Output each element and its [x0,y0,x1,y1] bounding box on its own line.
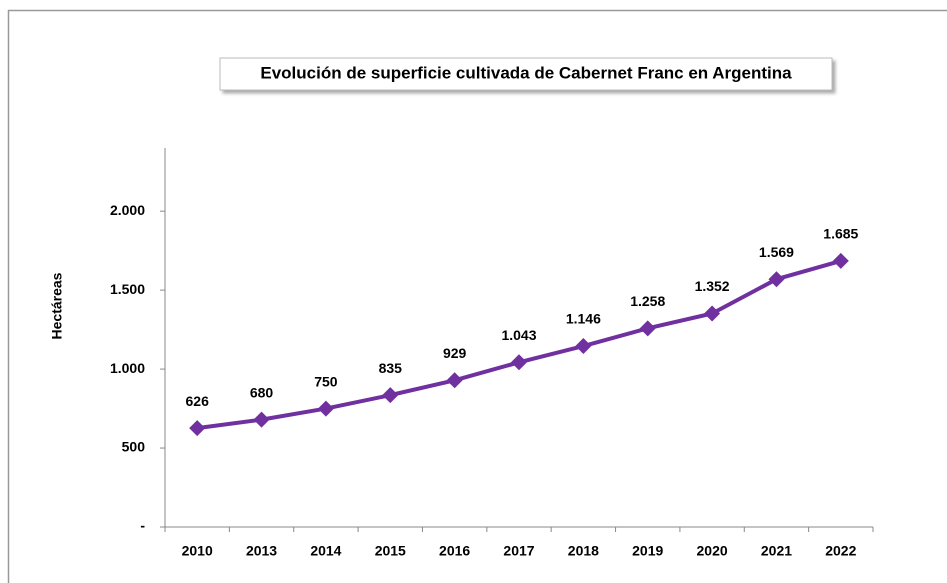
chart-title: Evolución de superficie cultivada de Cab… [260,63,792,82]
x-tick-label: 2010 [182,543,213,559]
marker [382,387,399,404]
x-tick-label: 2019 [632,543,663,559]
data-label: 1.569 [759,244,794,260]
data-label: 1.258 [630,293,665,309]
data-label: 929 [443,345,467,361]
marker [253,411,270,428]
y-tick-label: - [140,518,145,534]
marker [768,271,785,288]
data-label: 750 [314,373,338,389]
marker [511,354,527,371]
y-axis-label: Hectáreas [49,272,65,339]
x-tick-label: 2020 [697,543,728,559]
title-box [219,57,833,91]
y-tick-label: 500 [122,439,146,455]
data-label: 1.352 [695,278,730,294]
x-tick-label: 2022 [825,543,856,559]
data-label: 1.685 [823,226,858,242]
marker [317,400,334,417]
line [196,258,842,431]
data-label: 835 [379,360,403,376]
y-tick-label: 1.500 [110,281,145,297]
x-tick-label: 2021 [761,543,792,559]
x-tick-label: 2017 [503,543,534,559]
marker [639,320,656,337]
marker [704,305,721,322]
y-tick-label: 2.000 [110,202,145,218]
x-tick-label: 2014 [310,543,341,559]
data-label: 626 [186,393,210,409]
marker [575,338,592,355]
y-tick-label: 1.000 [110,360,145,376]
data-label: 680 [250,384,274,400]
x-tick-label: 2015 [375,543,406,559]
data-label: 1.043 [501,327,536,343]
x-tick-label: 2018 [568,543,599,559]
x-tick-label: 2016 [439,543,470,559]
data-label: 1.146 [566,311,601,327]
marker [189,420,206,437]
marker [446,372,463,389]
marker [832,252,849,269]
x-tick-label: 2013 [246,543,277,559]
